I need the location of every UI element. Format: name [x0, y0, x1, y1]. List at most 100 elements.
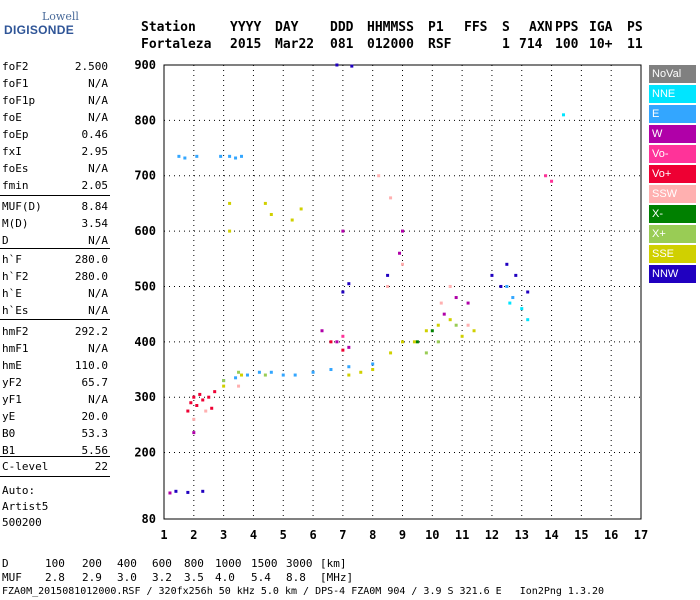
footer-muf-value: 2.9	[82, 571, 102, 584]
data-point-nnw	[174, 489, 178, 493]
param-value: N/A	[88, 94, 108, 107]
footer-distance-label: D	[2, 557, 9, 570]
data-point-nnw	[350, 64, 354, 68]
footer-distance-value: 200	[82, 557, 102, 570]
param-name: h`Es	[2, 304, 29, 317]
data-point-x	[237, 370, 241, 374]
param-value: N/A	[88, 234, 108, 247]
header-label: DAY	[275, 20, 299, 35]
param-name: MUF(D)	[2, 200, 42, 213]
param-value: 22	[94, 460, 108, 473]
data-point-e	[257, 370, 261, 374]
param-value: 280.0	[74, 270, 108, 283]
data-point-nnw	[347, 282, 351, 286]
param-name: C-level	[2, 460, 49, 473]
param-name: foEp	[2, 128, 29, 141]
data-point-vo	[207, 395, 211, 399]
data-point-e	[281, 373, 285, 377]
header-label: PS	[627, 20, 643, 35]
header-label: P1	[428, 20, 444, 35]
data-point-vo	[186, 409, 190, 413]
data-point-sse	[389, 351, 393, 355]
footer-distance-value: 100	[45, 557, 65, 570]
data-point-nnw	[341, 290, 345, 294]
data-point-w	[168, 491, 172, 495]
param-value: N/A	[88, 287, 108, 300]
data-point-ssw	[401, 262, 404, 266]
legend-item: NNE	[649, 85, 696, 103]
header-value: 11	[627, 37, 643, 52]
legend-item: NoVal	[649, 65, 696, 83]
param-value: 8.84	[81, 200, 109, 213]
param-name: yF2	[2, 376, 22, 389]
logo-digisonde: DIGISONDE	[4, 23, 75, 37]
legend-item: SSW	[649, 185, 696, 203]
data-point-ssw	[386, 284, 390, 288]
param-row: yE 20.0	[2, 410, 112, 424]
param-name: M(D)	[2, 217, 29, 230]
plot-frame	[163, 64, 642, 520]
footer-distance-value: 600	[152, 557, 172, 570]
data-point-e	[269, 370, 273, 374]
data-point-x	[263, 373, 267, 377]
param-value: 2.05	[81, 179, 109, 192]
x-tick-label: 1	[160, 528, 167, 542]
param-value: 2.500	[74, 60, 108, 73]
data-point-e	[505, 284, 509, 288]
param-name: foE	[2, 111, 22, 124]
data-point-e	[183, 156, 187, 160]
data-point-w	[320, 329, 324, 333]
data-point-sse	[436, 323, 440, 327]
footer-distance-value: 800	[184, 557, 204, 570]
legend-item: W	[649, 125, 696, 143]
header-label: DDD	[330, 20, 354, 35]
param-value: N/A	[88, 77, 108, 90]
data-point-nnw	[526, 290, 530, 294]
header-value: 100	[555, 37, 579, 52]
header-label: PPS	[555, 20, 579, 35]
param-row: foEp 0.46	[2, 128, 112, 142]
param-value: N/A	[88, 393, 108, 406]
data-point-sse	[401, 340, 404, 344]
header-label: IGA	[589, 20, 613, 35]
param-separator	[0, 456, 110, 457]
y-tick-label: 500	[134, 279, 156, 293]
legend-item: E	[649, 105, 696, 123]
x-tick-label: 13	[515, 528, 529, 542]
data-point-sse	[240, 373, 244, 377]
data-point-ssw	[466, 323, 470, 327]
footer-muf-value: 3.0	[117, 571, 137, 584]
data-point-e	[329, 368, 333, 372]
data-point-vo	[550, 179, 554, 183]
data-point-ssw	[448, 284, 452, 288]
footer-distance-value: [km]	[320, 557, 347, 570]
param-name: fxI	[2, 145, 22, 158]
footer-muf-value: 4.0	[215, 571, 235, 584]
data-point-vo	[195, 404, 199, 407]
footer-distance-value: 3000	[286, 557, 313, 570]
data-point-nnw	[514, 273, 518, 277]
data-point-ssw	[237, 384, 241, 388]
param-name: hmF1	[2, 342, 29, 355]
x-tick-label: 9	[399, 528, 406, 542]
param-name: hmE	[2, 359, 22, 372]
header-value: 714	[519, 37, 543, 52]
param-row: fxI 2.95	[2, 145, 112, 159]
param-value: 5.56	[81, 444, 109, 457]
data-point-e	[293, 373, 297, 377]
autoscaling-line1: Auto:	[2, 484, 36, 497]
footer-muf-value: 2.8	[45, 571, 65, 584]
x-tick-label: 11	[455, 528, 469, 542]
y-tick-label: 800	[134, 113, 156, 127]
x-tick-label: 14	[544, 528, 558, 542]
data-point-e	[240, 154, 244, 158]
param-name: yE	[2, 410, 16, 423]
data-point-sse	[424, 329, 428, 333]
x-tick-label: 17	[634, 528, 648, 542]
data-point-e	[219, 154, 223, 158]
param-row: hmE 110.0	[2, 359, 112, 373]
data-point-e	[177, 154, 181, 158]
data-point-sse	[371, 368, 375, 372]
data-point-vo	[213, 390, 217, 394]
data-point-w	[442, 312, 446, 316]
